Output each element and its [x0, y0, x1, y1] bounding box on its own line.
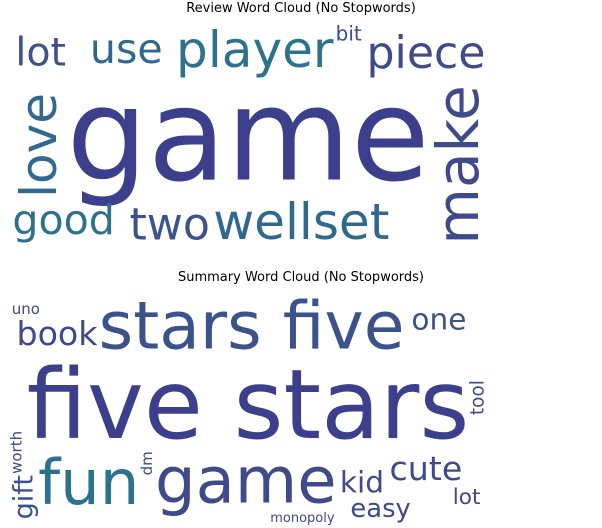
cloud-word: tool	[468, 380, 488, 415]
cloud-word: bit	[336, 22, 362, 46]
cloud-word: lot	[453, 485, 481, 510]
cloud-word: good	[12, 196, 114, 244]
cloud-word: monopoly	[270, 511, 335, 526]
summary-word-cloud: five stars stars five game fun cute book kid on…	[8, 284, 488, 526]
cloud-word: worth	[8, 431, 26, 474]
cloud-word: cute	[390, 449, 463, 488]
cloud-word: kid	[340, 465, 384, 499]
cloud-word: player	[176, 20, 334, 79]
cloud-word: gift	[8, 475, 39, 519]
cloud-word: lot	[15, 30, 66, 76]
summary-cloud-title: Summary Word Cloud (No Stopwords)	[177, 270, 424, 285]
cloud-word: game	[66, 62, 429, 211]
cloud-word: love	[9, 93, 68, 198]
cloud-word: one	[411, 303, 466, 337]
cloud-word: piece	[367, 28, 486, 79]
cloud-word: two	[129, 199, 210, 250]
cloud-word: fun	[38, 446, 139, 519]
cloud-word: easy	[350, 494, 410, 524]
cloud-word: uno	[12, 300, 40, 318]
review-cloud-title: Review Word Cloud (No Stopwords)	[186, 1, 416, 16]
review-word-cloud: game make player wellset love two piece use good…	[8, 15, 488, 257]
cloud-word: five stars	[27, 349, 470, 461]
cloud-word: book	[17, 314, 99, 353]
cloud-word: wellset	[213, 192, 389, 251]
cloud-word: make	[424, 85, 488, 245]
cloud-word: game	[155, 444, 337, 518]
cloud-word: use	[90, 25, 163, 73]
cloud-word: dm	[138, 451, 156, 475]
cloud-word: stars five	[99, 286, 405, 364]
